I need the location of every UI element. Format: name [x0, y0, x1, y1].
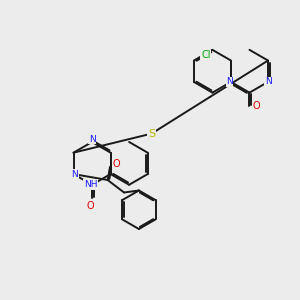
Text: O: O — [252, 101, 260, 111]
Text: O: O — [87, 201, 94, 211]
Text: N: N — [72, 169, 78, 178]
Text: S: S — [148, 129, 155, 139]
Text: N: N — [265, 77, 272, 86]
Text: NH: NH — [84, 180, 97, 189]
Text: O: O — [112, 159, 120, 169]
Text: N: N — [89, 134, 95, 143]
Text: N: N — [226, 77, 233, 86]
Text: Cl: Cl — [201, 50, 211, 60]
